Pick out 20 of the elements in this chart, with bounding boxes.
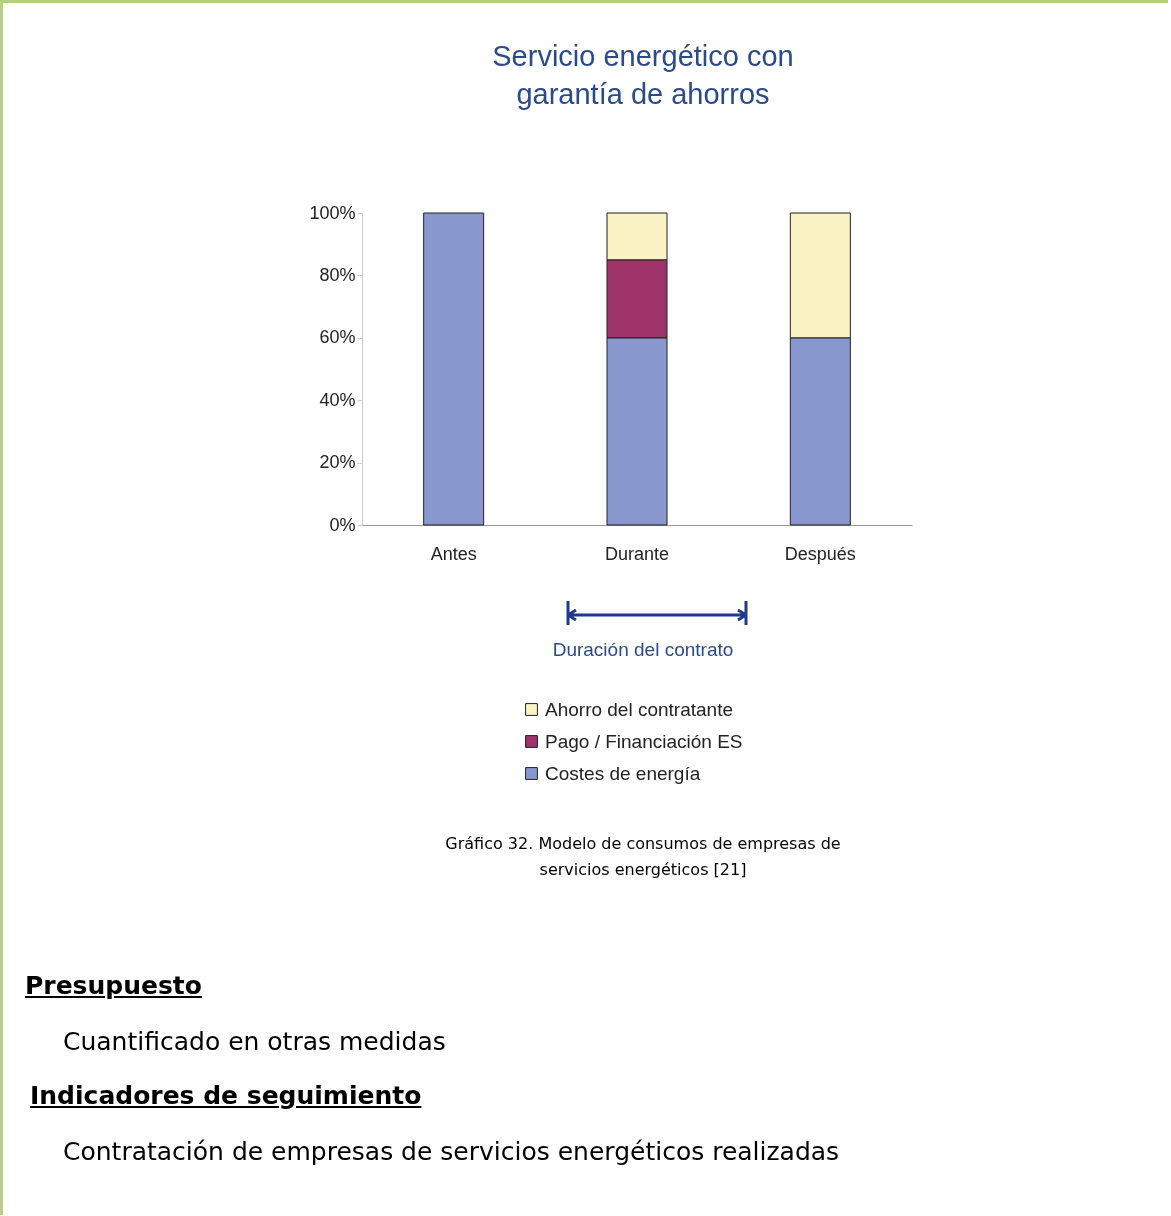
x-tick-label: Después bbox=[784, 543, 856, 564]
text: Indicadores de seguimiento bbox=[30, 1081, 422, 1110]
legend-label: Ahorro del contratante bbox=[545, 698, 734, 720]
y-tick-label: 100% bbox=[309, 202, 356, 223]
text: Cuantificado en otras medidas bbox=[63, 1027, 446, 1056]
y-tick-label: 60% bbox=[319, 327, 356, 348]
chart-title: Servicio energético con garantía de ahorros bbox=[491, 39, 795, 112]
bar bbox=[423, 212, 485, 526]
y-tick-label: 40% bbox=[319, 389, 356, 410]
text: Gráfico 32. Modelo de consumos de empresas de servicios energéticos [21] bbox=[444, 833, 842, 881]
x-tick-label: Durante bbox=[604, 543, 670, 564]
y-tick-label: 80% bbox=[319, 264, 356, 285]
y-tick-label: 20% bbox=[319, 452, 356, 473]
y-tick-label: 0% bbox=[329, 514, 356, 535]
text: Presupuesto bbox=[25, 971, 202, 1000]
legend-label: Costes de energía bbox=[545, 762, 701, 784]
text: Duración del contrato bbox=[551, 639, 735, 661]
x-tick-label: Antes bbox=[430, 543, 477, 564]
text: Contratación de empresas de servicios energéticos realizadas bbox=[63, 1137, 840, 1166]
legend-label: Pago / Financiación ES bbox=[545, 730, 743, 752]
